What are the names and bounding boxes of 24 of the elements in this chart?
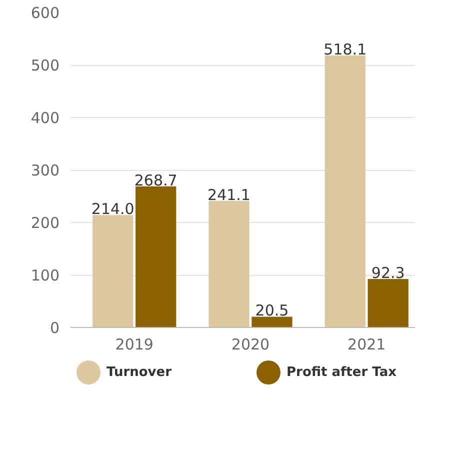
data-label: 268.7 bbox=[134, 171, 178, 190]
bar bbox=[324, 56, 366, 328]
bar bbox=[208, 200, 250, 328]
bar bbox=[252, 316, 292, 328]
y-tick-label: 500 bbox=[30, 56, 60, 74]
data-label: 241.1 bbox=[208, 186, 250, 204]
data-label: 20.5 bbox=[255, 302, 289, 320]
data-label: 92.3 bbox=[371, 264, 405, 282]
x-tick-label: 2020 bbox=[231, 336, 270, 354]
y-tick-label: 0 bbox=[50, 319, 60, 337]
data-label: 214.0 bbox=[91, 200, 134, 218]
bar bbox=[92, 215, 134, 328]
legend-label: Turnover bbox=[106, 365, 172, 380]
x-tick-label: 2019 bbox=[115, 336, 154, 354]
x-tick-label: 2021 bbox=[348, 336, 386, 354]
bar bbox=[368, 279, 408, 328]
y-tick-label: 200 bbox=[30, 214, 60, 232]
data-label: 518.1 bbox=[324, 40, 367, 58]
y-tick-label: 600 bbox=[30, 4, 60, 22]
legend-label: Profit after Tax bbox=[286, 365, 398, 380]
y-tick-label: 400 bbox=[30, 109, 60, 127]
y-tick-label: 100 bbox=[30, 266, 60, 284]
bar bbox=[136, 186, 176, 328]
y-tick-label: 300 bbox=[30, 162, 60, 180]
